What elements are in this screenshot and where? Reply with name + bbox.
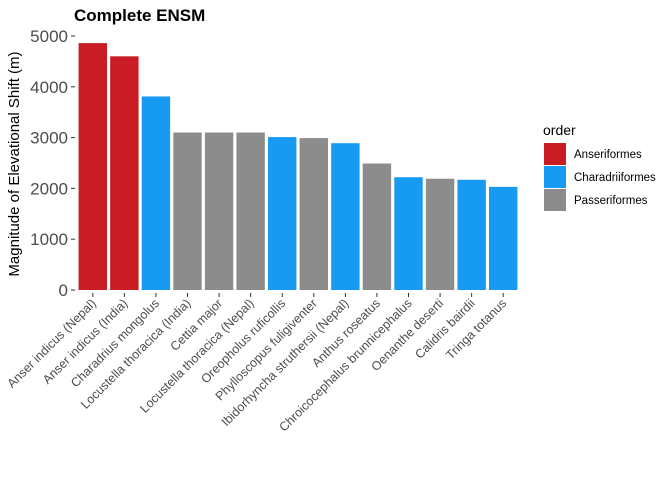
bar — [236, 132, 265, 290]
legend-label: Passeriformes — [574, 195, 648, 207]
legend: order Anseriformes Charadriiformes Passeri… — [543, 122, 656, 211]
bar — [489, 186, 518, 290]
legend-label: Charadriiformes — [574, 172, 656, 184]
legend-swatch — [544, 189, 566, 211]
y-tick-label: 4000 — [30, 78, 68, 97]
bar — [204, 132, 234, 290]
legend-title: order — [543, 122, 576, 138]
bar — [299, 138, 328, 290]
bar — [425, 178, 455, 290]
bars — [78, 43, 518, 291]
legend-swatch — [544, 166, 566, 188]
bar — [268, 137, 297, 290]
y-axis: 0 1000 2000 3000 4000 5000 — [30, 27, 75, 300]
legend-label: Anseriformes — [574, 149, 642, 161]
legend-swatch — [544, 143, 566, 165]
bar — [173, 132, 202, 290]
y-tick-label: 0 — [59, 281, 68, 300]
bar — [457, 179, 486, 290]
bar — [331, 143, 360, 290]
y-tick-label: 2000 — [30, 179, 68, 198]
bar — [362, 163, 392, 290]
bar — [78, 43, 107, 290]
bar — [394, 177, 423, 290]
bar — [141, 96, 171, 291]
y-tick-label: 1000 — [30, 230, 68, 249]
y-tick-label: 5000 — [30, 27, 68, 46]
chart-title: Complete ENSM — [74, 6, 205, 25]
y-tick-label: 3000 — [30, 129, 68, 148]
bar — [110, 56, 139, 290]
x-axis: Anser indicus (Nepal)Anser indicus (Indi… — [5, 293, 509, 434]
y-axis-label: Magnitude of Elevational Shift (m) — [6, 51, 23, 276]
